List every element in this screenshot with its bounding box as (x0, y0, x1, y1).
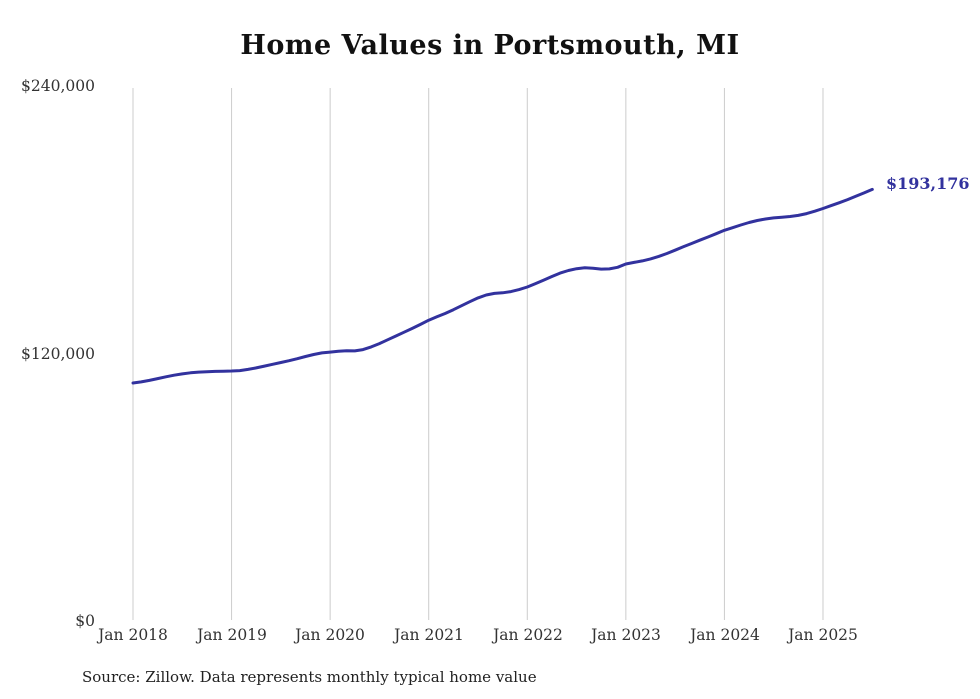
x-axis-tick-jan-2018: Jan 2018 (98, 626, 168, 644)
latest-value-label: $193,176 (886, 174, 970, 193)
gridlines (132, 88, 824, 620)
x-axis-tick-jan-2021: Jan 2021 (394, 626, 464, 644)
x-axis-tick-jan-2024: Jan 2024 (690, 626, 760, 644)
x-axis-tick-jan-2025: Jan 2025 (788, 626, 858, 644)
x-axis-tick-jan-2020: Jan 2020 (295, 626, 365, 644)
home-value-line (131, 187, 874, 385)
x-axis-tick-jan-2022: Jan 2022 (493, 626, 563, 644)
chart-title: Home Values in Portsmouth, MI (240, 30, 740, 61)
x-axis-tick-jan-2023: Jan 2023 (591, 626, 661, 644)
source-note: Source: Zillow. Data represents monthly … (82, 668, 537, 686)
y-axis-tick-120000: $120,000 (21, 345, 95, 363)
y-axis-tick-240000: $240,000 (21, 77, 95, 95)
x-axis-tick-jan-2019: Jan 2019 (197, 626, 267, 644)
y-axis-tick-0: $0 (75, 612, 95, 630)
